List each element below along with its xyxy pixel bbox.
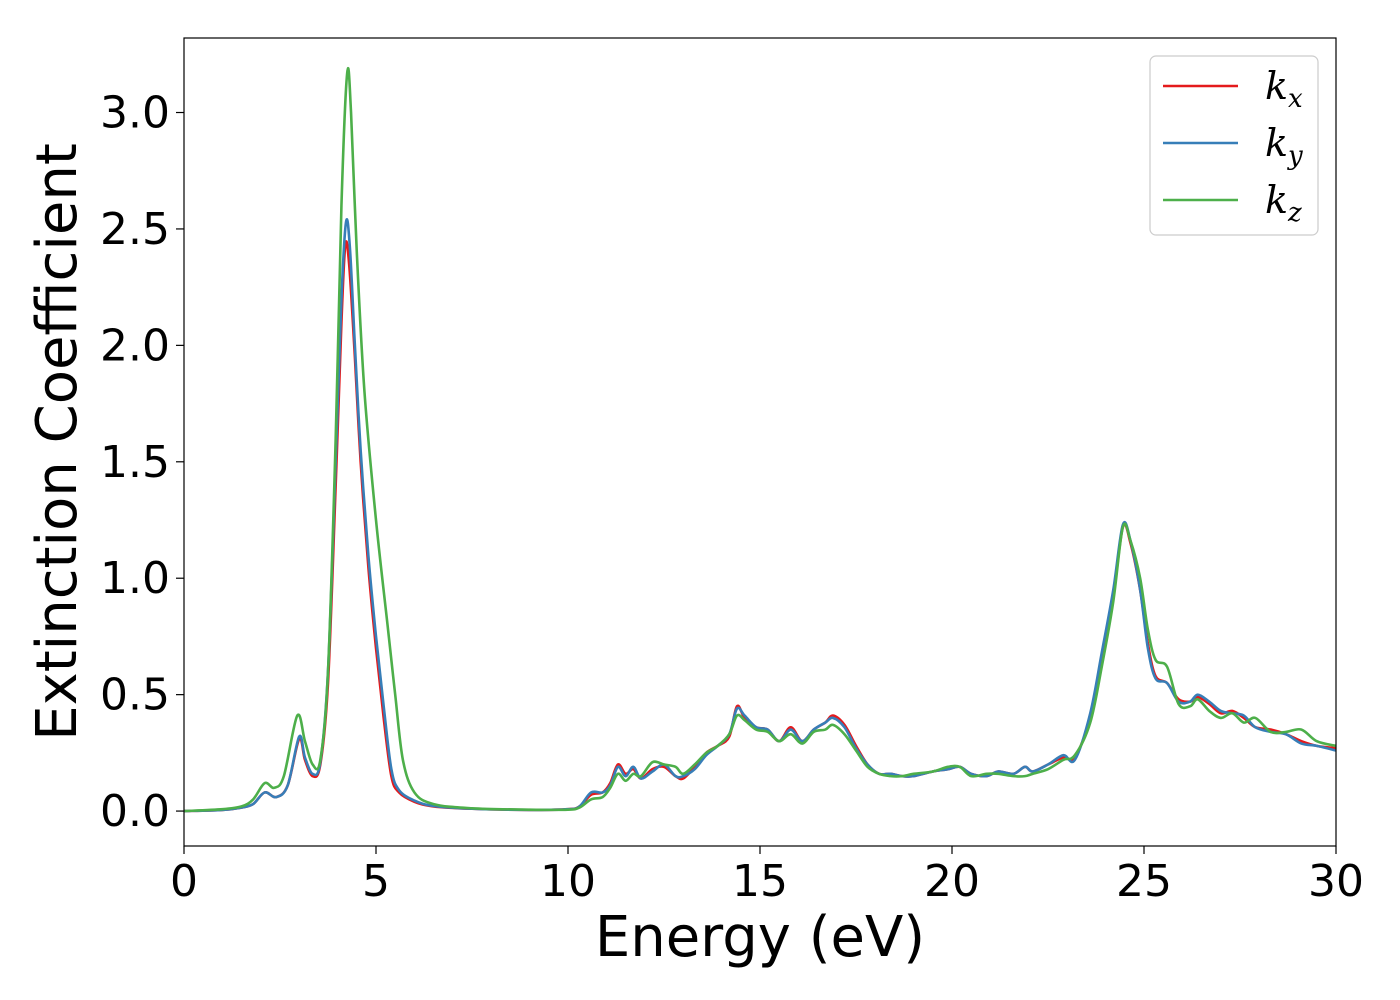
legend-label-base: k [1265,178,1288,222]
x-axis-ticks: 0 5 10 15 20 25 30 [170,846,1364,907]
x-tick-label: 0 [170,856,198,907]
x-tick-label: 20 [924,856,980,907]
x-tick-label: 5 [362,856,390,907]
y-tick-label: 0.0 [100,786,170,837]
legend-label-k-y: ky [1265,121,1303,171]
legend-label-k-z: kz [1265,178,1302,228]
x-tick-label: 30 [1308,856,1364,907]
legend-label-base: k [1265,121,1288,165]
y-tick-label: 1.0 [100,553,170,604]
y-tick-label: 0.5 [100,670,170,721]
series-line-k-z [184,66,1336,813]
legend-label-subscript: y [1287,141,1303,171]
legend-label-k-x: kx [1265,64,1303,114]
legend-label-subscript: x [1288,84,1303,114]
y-tick-label: 1.5 [100,437,170,488]
legend-box [1149,55,1319,236]
x-tick-label: 15 [732,856,788,907]
legend-label-subscript: z [1287,198,1302,228]
x-axis-label: Energy (eV) [595,905,925,970]
legend-label-base: k [1265,64,1288,108]
y-tick-label: 2.0 [100,320,170,371]
x-tick-label: 25 [1116,856,1172,907]
y-axis-ticks: 0.0 0.5 1.0 1.5 2.0 2.5 3.0 [100,88,184,837]
series-line-k-y [184,218,1336,813]
y-axis-label: Extinction Coefficient [25,143,90,741]
series-layer [184,66,1336,813]
y-tick-label: 3.0 [100,88,170,139]
x-tick-label: 10 [540,856,596,907]
y-tick-label: 2.5 [100,204,170,255]
